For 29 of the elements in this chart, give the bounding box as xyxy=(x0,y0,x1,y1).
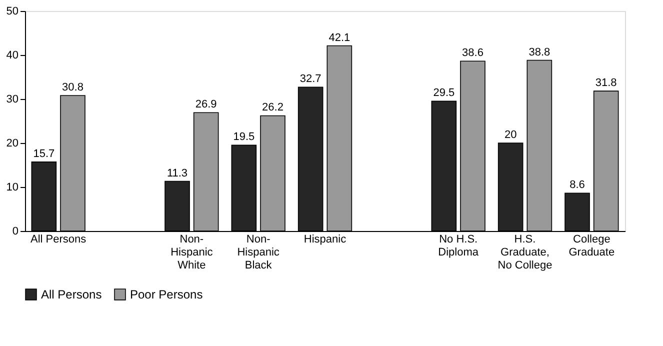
data-label: 32.7 xyxy=(300,73,322,86)
x-tick-label: Non- Hispanic White xyxy=(170,234,214,272)
y-tick-label: 20 xyxy=(6,138,18,150)
data-label: 15.7 xyxy=(33,148,55,160)
y-tick-label: 0 xyxy=(12,226,18,238)
data-label: 19.5 xyxy=(233,131,255,144)
legend-label: Poor Persons xyxy=(130,287,203,302)
data-label: 30.8 xyxy=(62,81,84,94)
data-label: 20 xyxy=(504,129,517,141)
legend-label: All Persons xyxy=(41,287,102,302)
x-tick-label: H.S. Graduate, No College xyxy=(498,234,552,272)
y-tick-label: 40 xyxy=(6,50,18,62)
data-label: 26.2 xyxy=(262,102,284,114)
data-label: 38.8 xyxy=(528,46,550,58)
data-label: 26.9 xyxy=(195,98,217,111)
data-label: 29.5 xyxy=(433,87,455,100)
x-tick-label: All Persons xyxy=(30,234,87,246)
data-label: 42.1 xyxy=(328,32,350,44)
x-tick-label: College Graduate xyxy=(568,234,615,258)
y-tick-label: 30 xyxy=(6,94,18,106)
data-label: 11.3 xyxy=(166,167,188,180)
x-tick-label: Non- Hispanic Black xyxy=(237,234,280,272)
x-tick-label: Hispanic xyxy=(304,234,347,246)
x-tick-label: No H.S. Diploma xyxy=(438,234,480,258)
y-tick-label: 10 xyxy=(6,182,18,194)
data-label: 31.8 xyxy=(595,77,617,90)
data-label: 8.6 xyxy=(570,179,585,192)
data-label: 38.6 xyxy=(462,47,484,60)
y-tick-label: 50 xyxy=(6,6,18,18)
